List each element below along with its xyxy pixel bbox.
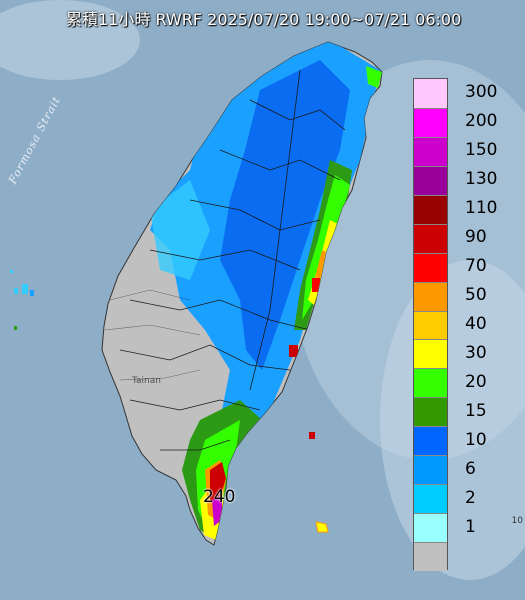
legend-label: 6: [465, 458, 476, 479]
legend-label: 130: [465, 169, 498, 190]
legend-swatch: [414, 484, 447, 514]
orchid-island: [315, 521, 329, 533]
legend-label: 20: [465, 371, 487, 392]
legend-swatch: [414, 455, 447, 485]
rain-cell-90: [289, 345, 298, 357]
legend-label: 2: [465, 487, 476, 508]
legend-label: 30: [465, 342, 487, 363]
legend-swatch: [414, 79, 447, 108]
city-label-tainan: Tainan: [132, 376, 161, 386]
legend-swatch: [414, 194, 447, 224]
map-title: 累積11小時 RWRF 2025/07/20 19:00~07/21 06:00: [66, 10, 462, 29]
legend-label: 200: [465, 111, 498, 132]
legend-swatch: [414, 513, 447, 543]
legend-label: 10: [465, 429, 487, 450]
legend-swatch: [414, 252, 447, 282]
color-legend: [413, 78, 448, 571]
rain-area-90-south: [210, 462, 226, 505]
legend-swatch: [414, 165, 447, 195]
legend-label: 50: [465, 285, 487, 306]
cloud-cover: [0, 0, 140, 80]
legend-swatch: [414, 136, 447, 166]
peak-value-label: 240: [203, 487, 236, 507]
legend-label: 300: [465, 82, 498, 103]
legend-label: 40: [465, 314, 487, 334]
legend-label: 70: [465, 256, 487, 277]
rain-area-2: [150, 180, 210, 280]
green-island: [309, 432, 315, 439]
rain-area-200-south: [212, 495, 222, 526]
rain-cell-70: [312, 278, 320, 292]
legend-label: 1: [465, 516, 476, 537]
legend-swatch: [414, 542, 447, 571]
legend-swatch: [414, 426, 447, 456]
rivers: [104, 289, 201, 381]
legend-swatch: [414, 281, 447, 311]
legend-swatch: [414, 368, 447, 398]
legend-swatch: [414, 397, 447, 427]
legend-swatch: [414, 339, 447, 369]
rain-area-10: [220, 60, 350, 370]
legend-swatch: [414, 223, 447, 253]
penghu-islands: [10, 270, 34, 330]
legend-label: 15: [465, 400, 487, 421]
legend-label: 90: [465, 227, 487, 248]
county-borders: [119, 69, 346, 451]
corner-label: 10: [511, 516, 523, 526]
rain-area-20-ne: [366, 66, 382, 88]
legend-swatch: [414, 310, 447, 340]
legend-label: 150: [465, 140, 498, 161]
legend-label: 110: [465, 198, 498, 219]
legend-swatch: [414, 107, 447, 137]
